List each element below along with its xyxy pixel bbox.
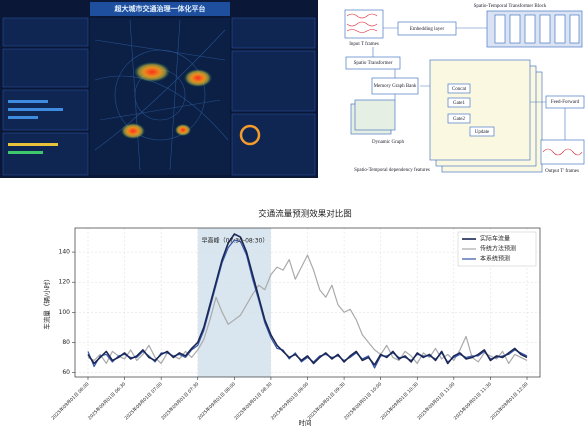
series-line	[87, 233, 528, 366]
y-tick-label: 80	[62, 339, 70, 346]
box	[469, 126, 495, 137]
box-label: Feed-Forward	[551, 100, 580, 105]
box-label: Gate2	[453, 117, 465, 122]
x-tick-label: 2025年09月01日 09:30	[306, 380, 347, 421]
box-label: Spatio Transformer	[354, 61, 393, 66]
heat-spot	[121, 123, 145, 139]
x-tick-label: 2025年09月01日 08:30	[233, 380, 274, 421]
x-tick-label: 2025年09月01日 06:30	[86, 380, 127, 421]
x-tick-label: 2025年09月01日 11:30	[452, 380, 493, 421]
box-label: Update	[475, 130, 490, 135]
legend-label: 实际车流量	[480, 235, 510, 243]
box	[447, 113, 471, 124]
heat-spot	[184, 69, 212, 87]
chart: 交通流量预测效果对比图 60 80 100 120 140 2025年09月01日 06:0…	[42, 209, 541, 427]
panel	[231, 113, 316, 176]
x-tick-label: 2025年09月01日 08:00	[196, 380, 237, 421]
features-label: Spatio-Temporal dependency features	[354, 168, 430, 173]
output-frames	[540, 139, 585, 165]
y-tick-label: 120	[59, 279, 71, 286]
diagram: Spatio-Temporal Transformer Block Input …	[344, 4, 585, 174]
y-tick-label: 60	[62, 369, 70, 376]
x-tick-label: 2025年09月01日 07:30	[159, 380, 200, 421]
legend-label: 本系统预测	[480, 255, 510, 263]
annotation: 早高峰（07:30-08:30）	[202, 237, 269, 245]
dashboard: 超大城市交通治理一体化平台	[0, 0, 318, 178]
x-tick-label: 2025年09月01日 07:00	[123, 380, 164, 421]
box-label: Memory Graph Bank	[374, 84, 417, 89]
box-label: Embedding layer	[410, 27, 445, 32]
x-tick-label: 2025年09月01日 10:00	[342, 380, 383, 421]
chart-title: 交通流量预测效果对比图	[258, 209, 352, 220]
panel	[231, 50, 316, 112]
heat-spot	[134, 62, 170, 82]
output-label: Output T' frames	[545, 169, 579, 174]
panel	[2, 48, 89, 88]
box	[447, 83, 471, 94]
series-line	[87, 254, 528, 365]
x-tick-label: 2025年09月01日 12:00	[489, 380, 530, 421]
y-tick-label: 140	[59, 249, 71, 256]
box-label: Concat	[452, 87, 467, 92]
block-title: Spatio-Temporal Transformer Block	[474, 4, 547, 9]
dashboard-title: 超大城市交通治理一体化平台	[115, 4, 206, 13]
box	[447, 97, 471, 108]
series-line	[87, 239, 528, 369]
box	[397, 21, 457, 36]
box-label: Dynamic Graph	[372, 140, 405, 145]
x-tick-label: 2025年09月01日 11:00	[415, 380, 456, 421]
legend-label: 传统方法预测	[480, 245, 516, 253]
x-tick-label: 2025年09月01日 06:00	[50, 380, 91, 421]
heat-spot	[175, 124, 191, 136]
map	[90, 18, 230, 175]
panel	[231, 17, 316, 49]
x-axis-label: 时间	[299, 418, 312, 427]
y-tick-label: 100	[59, 309, 71, 316]
box-label: Gate1	[453, 101, 465, 106]
y-axis-label: 车流量（辆/小时）	[42, 275, 51, 329]
dashboard-header	[90, 2, 230, 16]
x-tick-label: 2025年09月01日 10:30	[379, 380, 420, 421]
x-tick-label: 2025年09月01日 09:00	[269, 380, 310, 421]
plot-frame	[74, 227, 541, 378]
input-label: Input T frames	[349, 42, 379, 47]
panel	[2, 17, 89, 47]
gauge	[239, 124, 261, 146]
